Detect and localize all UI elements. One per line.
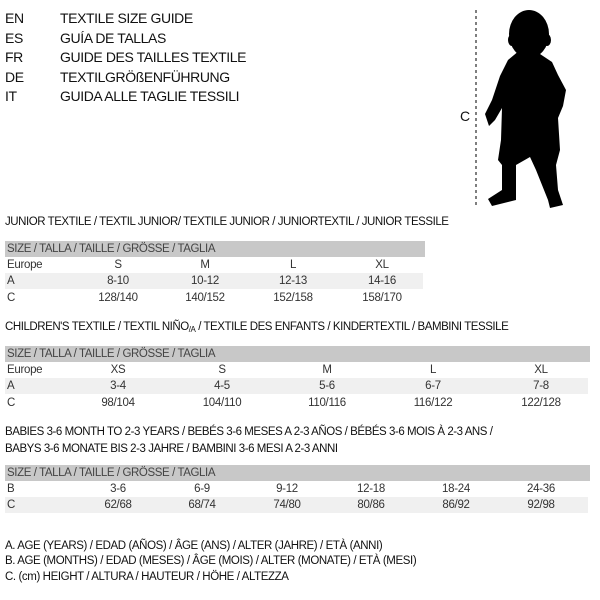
table-row: B 3-6 6-9 9-12 12-18 18-24 24-36 xyxy=(5,481,588,497)
table-cell: 5-6 xyxy=(319,380,335,392)
language-title: GUÍA DE TALLAS xyxy=(60,29,166,46)
table-cell: 8-10 xyxy=(107,275,129,287)
babies-size-header: SIZE / TALLA / TAILLE / GRÖSSE / TAGLIA xyxy=(5,465,590,481)
table-row: A 3-4 4-5 5-6 6-7 7-8 xyxy=(5,378,588,394)
table-row: C 62/68 68/74 74/80 80/86 86/92 92/98 xyxy=(5,497,588,513)
table-cell: L xyxy=(429,364,437,376)
row-label: C xyxy=(7,292,16,304)
table-cell: 12-13 xyxy=(279,275,307,287)
table-cell: 6-9 xyxy=(194,483,210,495)
row-label: B xyxy=(7,483,15,495)
child-silhouette-figure xyxy=(475,10,566,208)
table-cell: M xyxy=(200,259,210,271)
table-row: C 98/104 104/110 110/116 116/122 122/128 xyxy=(5,395,588,411)
table-cell: 140/152 xyxy=(185,292,225,304)
children-size-header: SIZE / TALLA / TAILLE / GRÖSSE / TAGLIA xyxy=(5,346,590,362)
language-title: TEXTILGRÖßENFÜHRUNG xyxy=(60,68,230,85)
legend-c: C. (cm) HEIGHT / ALTURA / HAUTEUR / HÖHE… xyxy=(5,571,289,583)
table-cell: 122/128 xyxy=(521,397,561,409)
title-part: / TEXTILE DES ENFANTS / KINDERTEXTIL / B… xyxy=(195,321,509,333)
table-cell: 128/140 xyxy=(98,292,138,304)
table-cell: 6-7 xyxy=(425,380,441,392)
height-measure-label: C xyxy=(460,108,470,124)
language-code: IT xyxy=(5,88,17,104)
table-cell: S xyxy=(114,259,122,271)
table-cell: 3-4 xyxy=(110,380,126,392)
row-label: C xyxy=(7,499,16,511)
junior-section-title: JUNIOR TEXTILE / TEXTIL JUNIOR/ TEXTILE … xyxy=(5,216,449,228)
table-cell: L xyxy=(289,259,297,271)
table-cell: 9-12 xyxy=(276,483,298,495)
table-cell: XL xyxy=(534,364,548,376)
table-cell: 4-5 xyxy=(214,380,230,392)
table-cell: 7-8 xyxy=(533,380,549,392)
table-row: Europe XS S M L XL xyxy=(5,362,588,378)
title-part: CHILDREN'S TEXTILE / TEXTIL NIÑO xyxy=(5,321,189,333)
table-cell: 80/86 xyxy=(357,499,385,511)
table-cell: 68/74 xyxy=(188,499,216,511)
language-title: GUIDE DES TAILLES TEXTILE xyxy=(60,49,247,65)
row-label: C xyxy=(7,397,16,409)
language-title: TEXTILE SIZE GUIDE xyxy=(60,10,193,26)
table-row: Europe S M L XL xyxy=(5,257,423,273)
table-cell: M xyxy=(322,364,332,376)
table-cell: 92/98 xyxy=(527,499,555,511)
table-cell: 86/92 xyxy=(442,499,470,511)
language-code: EN xyxy=(5,10,24,26)
table-cell: 74/80 xyxy=(273,499,301,511)
table-row: C 128/140 140/152 152/158 158/170 xyxy=(5,290,423,306)
babies-section-title-2: BABYS 3-6 MONATE BIS 2-3 JAHRE / BAMBINI… xyxy=(5,443,338,455)
row-label: A xyxy=(7,275,15,287)
table-cell: S xyxy=(218,364,226,376)
table-cell: 110/116 xyxy=(308,397,346,409)
row-label: A xyxy=(7,380,15,392)
table-cell: XL xyxy=(375,259,389,271)
legend-b: B. AGE (MONTHS) / EDAD (MESES) / ÂGE (MO… xyxy=(5,555,417,567)
row-label: Europe xyxy=(7,259,43,271)
table-cell: 62/68 xyxy=(104,499,132,511)
legend-a: A. AGE (YEARS) / EDAD (AÑOS) / ÂGE (ANS)… xyxy=(5,540,383,552)
table-cell: 12-18 xyxy=(357,483,385,495)
table-cell: 18-24 xyxy=(442,483,470,495)
junior-size-header: SIZE / TALLA / TAILLE / GRÖSSE / TAGLIA xyxy=(5,241,425,257)
table-cell: 152/158 xyxy=(273,292,313,304)
row-label: Europe xyxy=(7,364,43,376)
table-cell: 14-16 xyxy=(368,275,396,287)
language-title: GUIDA ALLE TAGLIE TESSILI xyxy=(60,88,240,104)
title-sub: /A xyxy=(188,325,196,334)
table-cell: 3-6 xyxy=(110,483,126,495)
language-code: FR xyxy=(5,49,23,65)
child-silhouette-icon xyxy=(485,10,566,208)
table-cell: 10-12 xyxy=(191,275,219,287)
table-cell: 98/104 xyxy=(101,397,135,409)
table-cell: 24-36 xyxy=(527,483,555,495)
table-cell: 104/110 xyxy=(202,397,242,409)
children-section-title: CHILDREN'S TEXTILE / TEXTIL NIÑO/A / TEX… xyxy=(5,320,509,337)
table-cell: 158/170 xyxy=(362,292,402,304)
table-cell: XS xyxy=(110,364,126,376)
table-cell: 116/122 xyxy=(413,397,453,409)
language-code: ES xyxy=(5,29,23,46)
table-row: A 8-10 10-12 12-13 14-16 xyxy=(5,273,423,289)
language-code: DE xyxy=(5,68,24,85)
babies-section-title-1: BABIES 3-6 MONTH TO 2-3 YEARS / BEBÉS 3-… xyxy=(5,426,493,438)
